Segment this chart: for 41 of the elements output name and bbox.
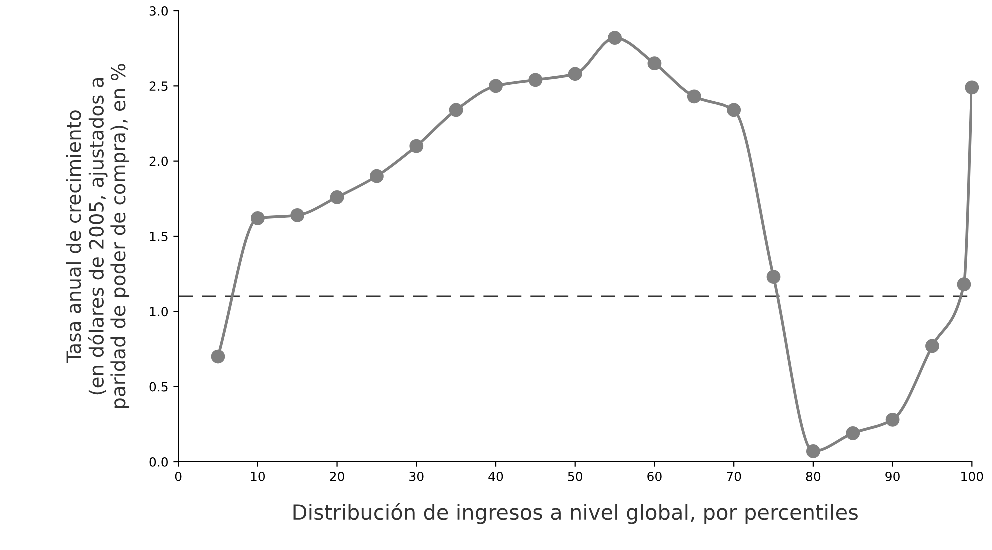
point: [648, 56, 662, 71]
x-tick-label: 70: [727, 472, 742, 482]
x-tick-label: 40: [488, 472, 504, 482]
x-tick-label: 50: [568, 472, 582, 482]
x-tick-label: 20: [330, 472, 344, 482]
x-tick-label: 30: [410, 472, 424, 482]
point: [489, 79, 503, 94]
y-tick-label: 0.0: [150, 457, 168, 467]
x-tick-label: 10: [251, 472, 266, 482]
y-tick-label: 2.5: [150, 82, 168, 92]
y-tick-label: 1.0: [150, 307, 168, 317]
y-tick-label: 3.0: [150, 6, 168, 16]
point: [957, 278, 972, 292]
point: [330, 190, 344, 204]
point: [211, 350, 226, 364]
point: [449, 103, 464, 118]
x-tick-label: 60: [648, 472, 662, 482]
y-tick-label: 2.0: [150, 156, 168, 166]
point: [965, 80, 980, 95]
point: [806, 444, 820, 458]
point: [528, 73, 543, 88]
point: [926, 339, 940, 354]
x-tick-label: 90: [886, 472, 900, 482]
x-axis-title: Distribución de ingresos a nivel global, por percentiles: [294, 503, 858, 524]
point: [290, 208, 305, 222]
point: [766, 270, 781, 284]
point: [568, 67, 582, 82]
x-tick-label: 100: [962, 472, 984, 482]
y-axis-title: Tasa anual de crecimiento (en dólares de 2005, ajustados a paridad de poder de compra), en %: [66, 64, 130, 408]
point: [250, 212, 265, 226]
x-tick-label: 0: [175, 472, 182, 482]
point: [727, 103, 742, 118]
y-tick-label: 1.5: [150, 232, 168, 242]
point: [410, 139, 424, 154]
point: [370, 169, 384, 184]
point: [608, 31, 622, 46]
y-tick-label: 0.5: [150, 382, 168, 392]
point: [886, 412, 900, 427]
point: [687, 90, 702, 104]
point: [846, 426, 860, 440]
x-tick-label: 80: [806, 472, 821, 482]
